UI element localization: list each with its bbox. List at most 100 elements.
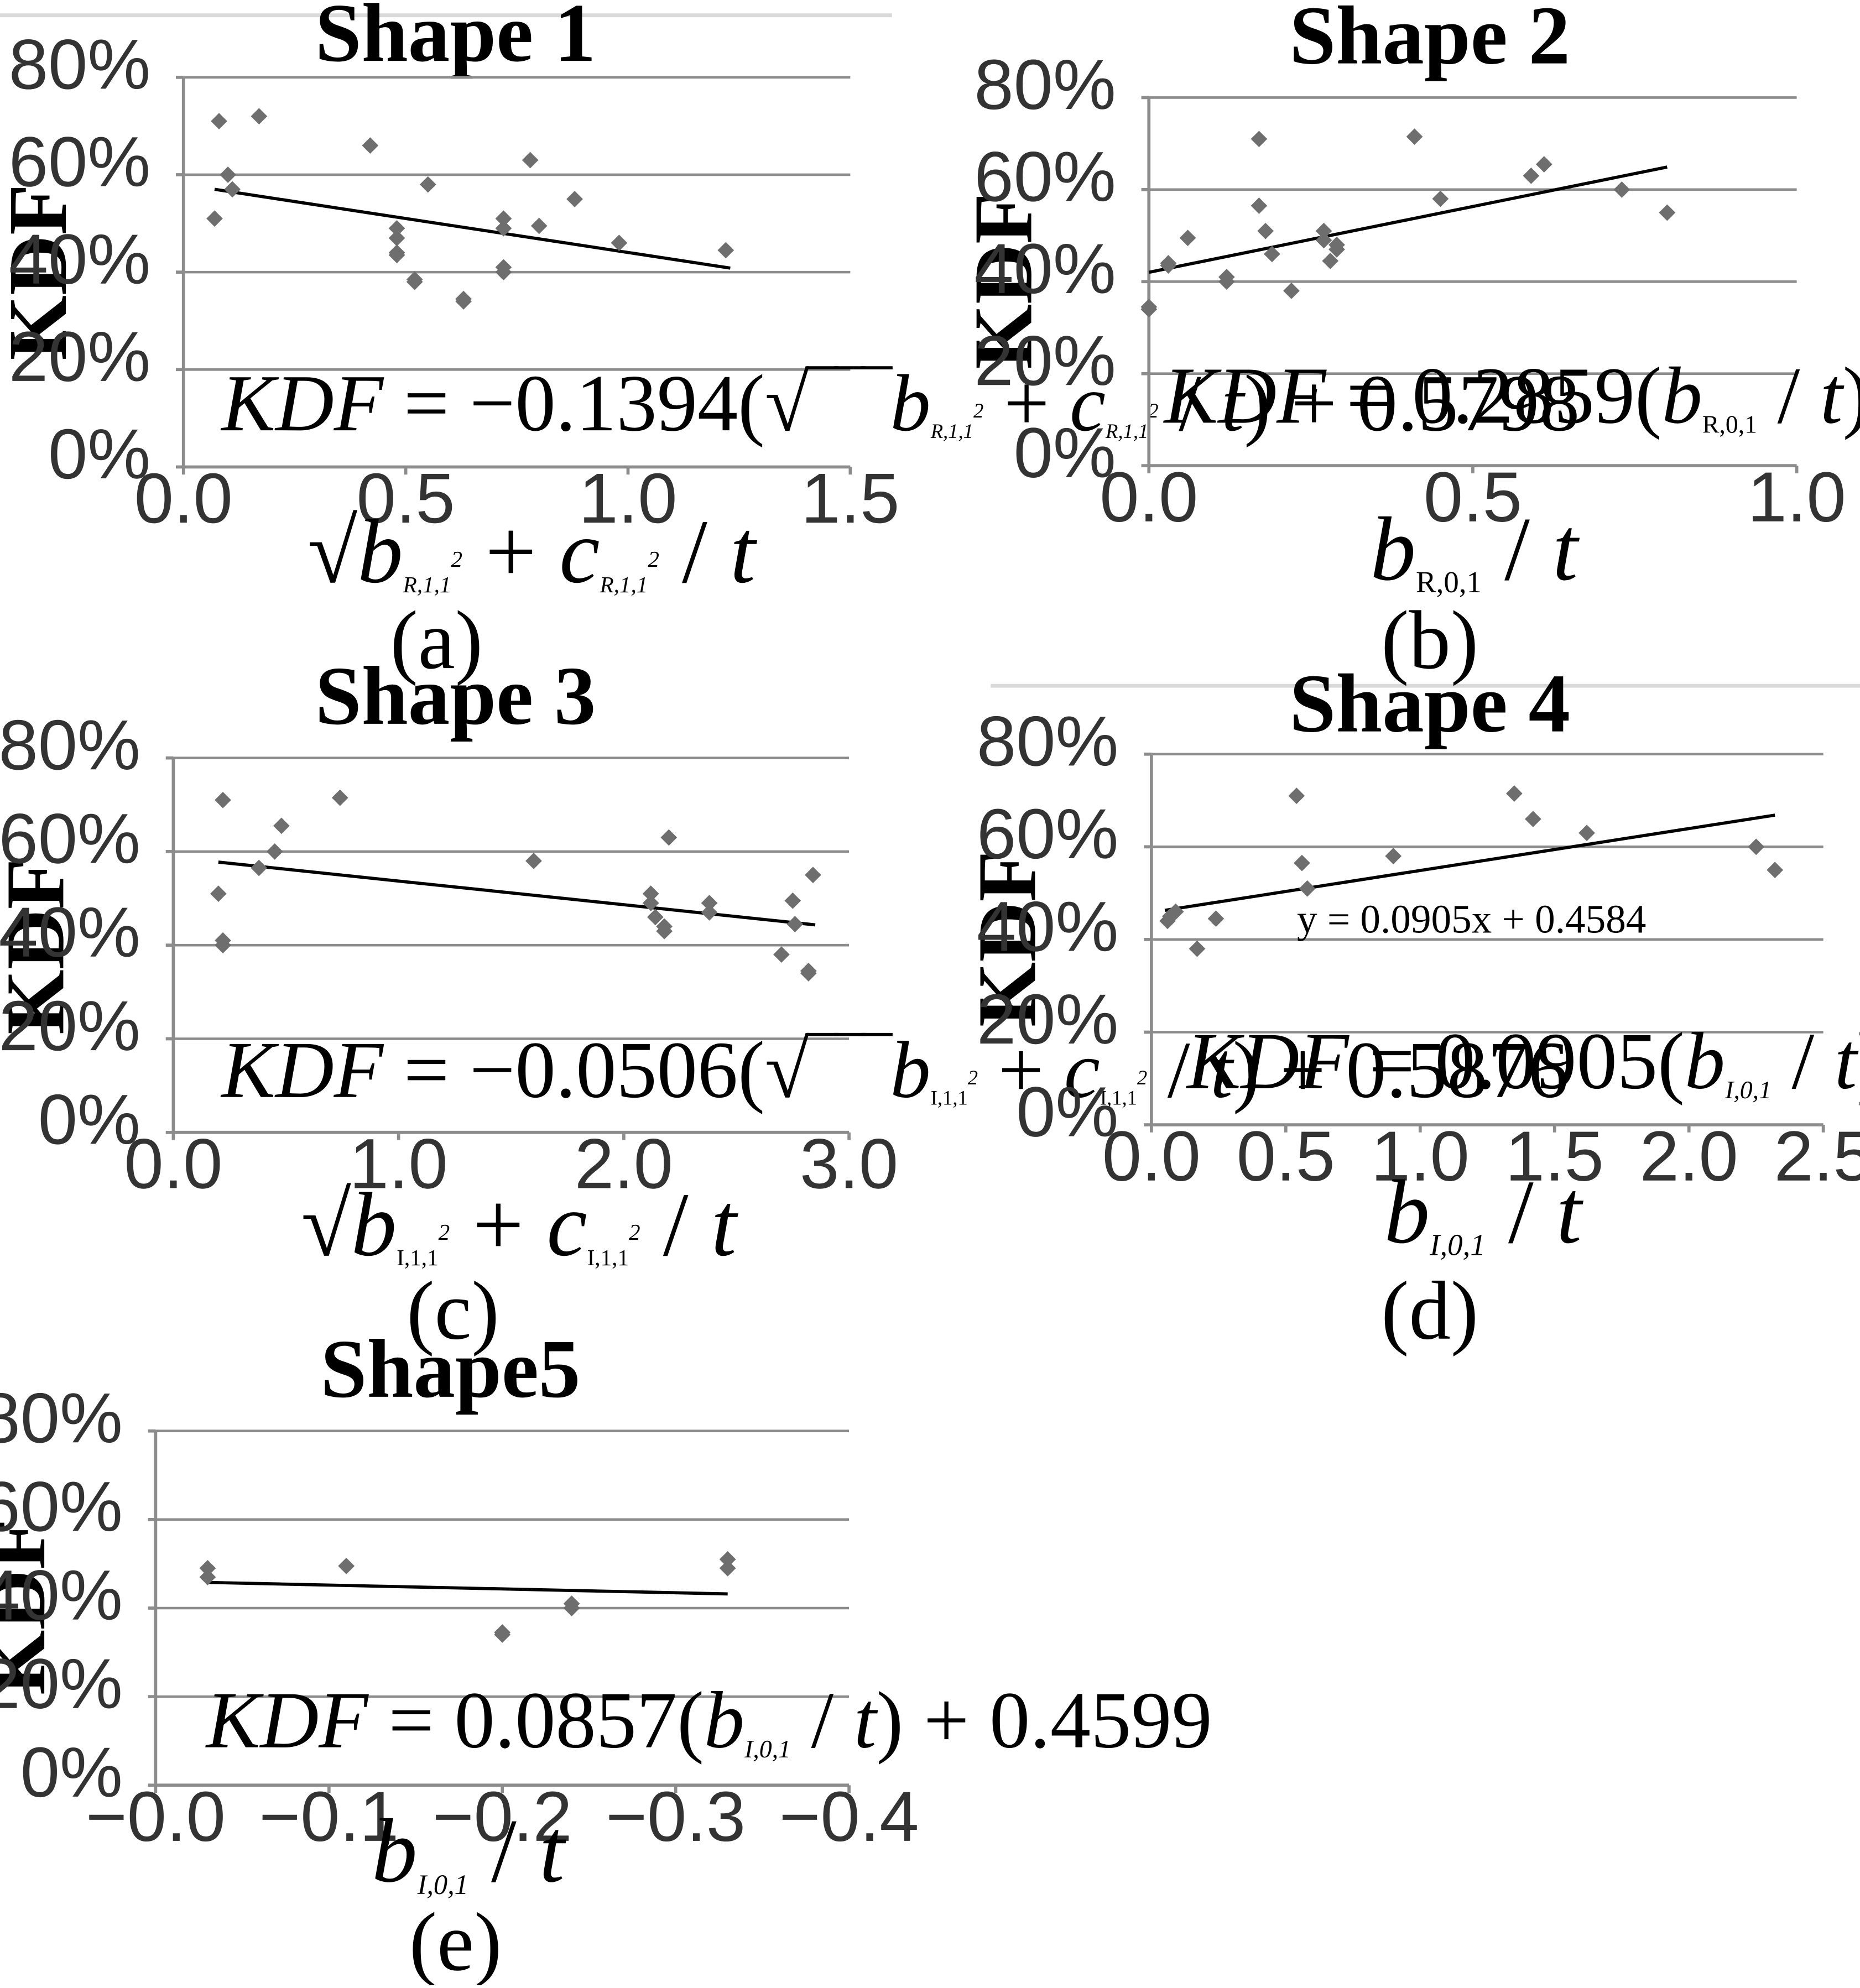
data-point xyxy=(660,829,678,846)
data-point xyxy=(786,916,804,932)
data-point xyxy=(1263,246,1280,263)
y-tick-label: 40% xyxy=(9,220,150,299)
data-point xyxy=(1613,181,1630,198)
trendline xyxy=(207,1580,728,1596)
data-point xyxy=(522,152,539,169)
data-point xyxy=(273,817,290,834)
x-tick-label: 0.0 xyxy=(134,459,233,538)
y-tick-label: 40% xyxy=(0,893,140,972)
y-tick-label: 40% xyxy=(0,1556,123,1635)
y-tick-label: 60% xyxy=(9,123,150,202)
data-point xyxy=(215,937,231,954)
data-point xyxy=(1179,229,1196,247)
x-tick-label: 2.0 xyxy=(1640,1117,1738,1196)
y-axis-label: KDF xyxy=(0,1519,62,1695)
x-tick-label: −0.2 xyxy=(433,1777,572,1856)
chart-title: Shape 2 xyxy=(1289,0,1570,82)
y-tick-label: 60% xyxy=(0,800,140,879)
y-tick-label: 60% xyxy=(0,1467,123,1546)
data-point xyxy=(362,137,379,154)
y-axis-label: KDF xyxy=(0,858,81,1035)
data-point xyxy=(1207,910,1225,927)
y-tick-label: 80% xyxy=(974,45,1116,124)
x-axis-label: bI,0,1 / t xyxy=(372,1800,567,1901)
data-point xyxy=(419,176,436,193)
y-tick-label: 0% xyxy=(1016,1073,1118,1152)
x-axis-label: bI,0,1 / t xyxy=(1384,1161,1584,1262)
data-point xyxy=(494,1626,511,1643)
data-point xyxy=(1283,283,1300,299)
data-point xyxy=(206,210,223,227)
chart-shape-5: Shape5 KDF 0% 20% 40% 60% 80% −0.0 −0.1 −0.2 −0.… xyxy=(0,1322,1212,1988)
y-tick-label: 80% xyxy=(0,706,140,785)
chart-shape-1: Shape 1 KDF 0% 20% 40% 60% 80% 0.0 0.5 1.0 1.5 K… xyxy=(0,0,1580,686)
y-axis-label: KDF xyxy=(957,193,1050,369)
data-point xyxy=(1523,168,1540,184)
caption: (e) xyxy=(409,1895,502,1985)
x-tick-label: 0.0 xyxy=(1102,1117,1201,1196)
x-tick-label: 0.5 xyxy=(1424,458,1522,537)
y-tick-label: 60% xyxy=(977,795,1118,874)
data-point xyxy=(1251,131,1268,148)
data-point xyxy=(388,247,405,264)
data-point xyxy=(1160,257,1177,274)
x-tick-label: 0.5 xyxy=(357,459,455,538)
y-axis-label: KDF xyxy=(0,184,84,361)
caption: (d) xyxy=(1381,1264,1478,1357)
data-point xyxy=(701,895,718,911)
data-point xyxy=(224,181,241,198)
data-point xyxy=(1322,252,1339,269)
data-point xyxy=(1299,880,1316,897)
data-point xyxy=(1767,862,1784,879)
y-tick-label: 40% xyxy=(974,229,1116,309)
x-tick-label: 3.0 xyxy=(800,1124,898,1203)
data-point xyxy=(1251,197,1268,214)
y-tick-label: 20% xyxy=(0,987,140,1066)
chart-title: Shape 4 xyxy=(1289,657,1570,750)
y-tick-label: 20% xyxy=(0,1645,123,1724)
y-tick-label: 20% xyxy=(9,317,150,396)
data-point xyxy=(1167,903,1184,920)
trendline xyxy=(214,187,731,270)
caption: (b) xyxy=(1381,593,1478,686)
x-tick-label: 1.5 xyxy=(801,459,899,538)
x-tick-label: −0.0 xyxy=(86,1777,226,1856)
trendline-label: y = 0.0905x + 0.4584 xyxy=(1297,896,1646,941)
x-tick-label: −0.4 xyxy=(779,1777,919,1856)
x-axis-label: √bI,1,12 + cI,1,12 / t xyxy=(301,1174,738,1275)
chart-shape-3: Shape 3 KDF 0% 20% 40% 60% 80% 0.0 1.0 2.0 3.0 K… xyxy=(0,649,1569,1357)
data-point xyxy=(1535,156,1552,173)
y-axis-label: KDF xyxy=(960,850,1053,1027)
data-point xyxy=(1578,825,1595,842)
equation: KDF = −0.0506(√‾‾‾bI,1,12 + cI,1,12 / t)… xyxy=(220,1025,1569,1115)
data-point xyxy=(1524,811,1541,827)
trendline xyxy=(218,860,816,927)
equation: KDF = 0.0857(bI,0,1 / t) + 0.4599 xyxy=(205,1676,1212,1765)
x-tick-label: 1.0 xyxy=(1371,1117,1470,1196)
x-tick-label: 0.5 xyxy=(1237,1117,1335,1196)
equation: KDF = 0.0905(bI,0,1 / t) + 0.4584 xyxy=(1186,1016,1860,1106)
data-point xyxy=(211,113,227,129)
data-point xyxy=(220,166,236,183)
y-tick-label: 60% xyxy=(974,137,1116,216)
data-point xyxy=(701,904,718,921)
data-point xyxy=(199,1560,216,1577)
x-tick-label: −0.3 xyxy=(606,1777,746,1856)
data-point xyxy=(1218,273,1235,290)
trendline xyxy=(1164,813,1775,912)
data-point xyxy=(1140,301,1158,318)
caption: (c) xyxy=(407,1264,499,1357)
y-tick-label: 80% xyxy=(9,25,150,104)
x-axis-label: √bR,1,12 + cR,1,12 / t xyxy=(308,501,758,602)
data-point xyxy=(1189,940,1206,957)
data-point xyxy=(251,108,268,125)
data-point xyxy=(1288,787,1305,805)
x-tick-label: 1.0 xyxy=(1748,458,1846,537)
trendline xyxy=(1148,165,1668,274)
x-tick-label: 0.0 xyxy=(124,1124,222,1203)
y-tick-label: 0% xyxy=(38,1080,140,1159)
data-point xyxy=(1257,222,1274,239)
x-tick-label: 2.5 xyxy=(1774,1117,1860,1196)
data-point xyxy=(611,234,628,252)
